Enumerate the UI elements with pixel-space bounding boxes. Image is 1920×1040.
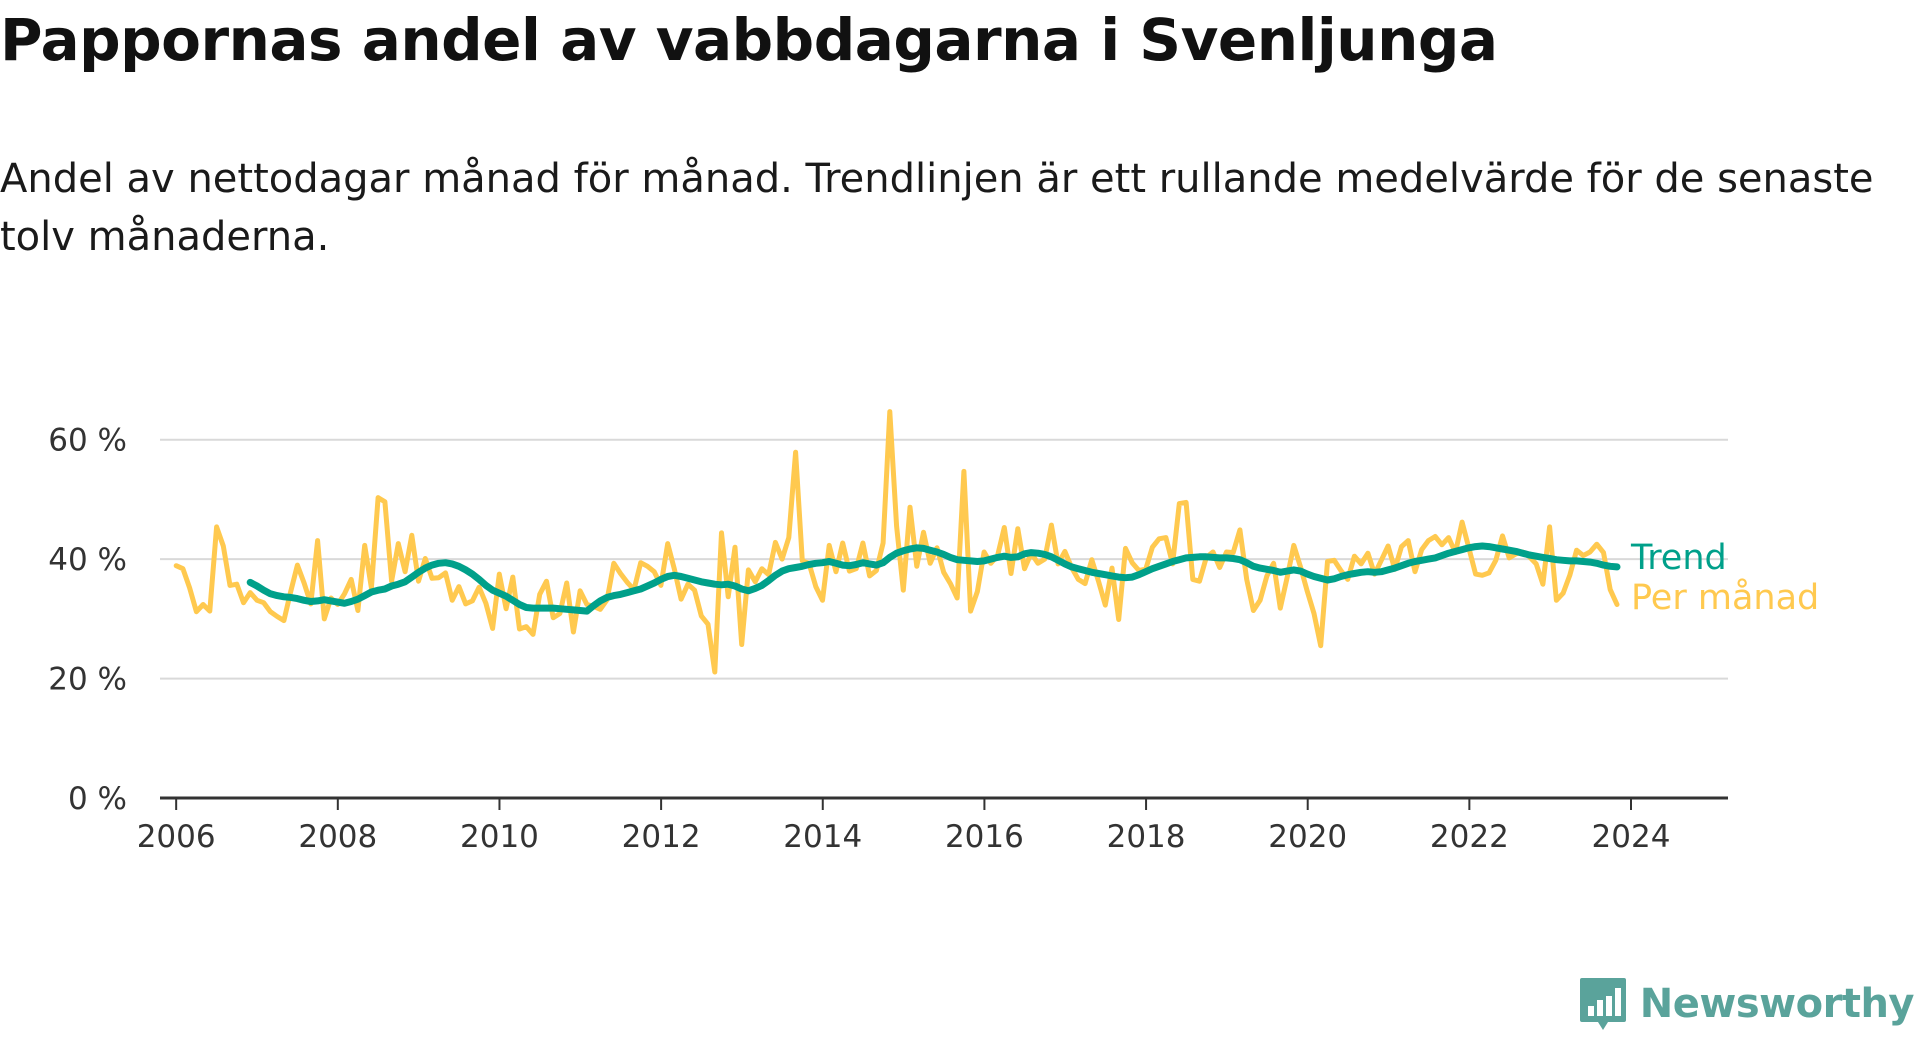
x-tick-label: 2014 [783, 819, 862, 855]
series-lines [173, 409, 1621, 675]
y-tick-label: 20 % [48, 662, 127, 698]
series-line-per-manad [173, 409, 1620, 675]
bar-chart-speech-bubble-icon [1579, 978, 1626, 1030]
x-tick-label: 2018 [1107, 819, 1186, 855]
gridlines [160, 438, 1728, 680]
series-line-trend [246, 542, 1621, 615]
legend-label-per-manad: Per månad [1631, 577, 1819, 618]
x-tick-label: 2010 [460, 819, 539, 855]
logo-text: Newsworthy [1639, 981, 1915, 1027]
x-tick-label: 2006 [137, 819, 216, 855]
x-tick-label: 2020 [1268, 819, 1347, 855]
y-tick-label: 60 % [48, 423, 127, 459]
legend: Trend Per månad [1630, 538, 1819, 618]
x-axis-ticks: 2006 2008 2010 2012 2014 2016 2018 2020 2022 2024 [137, 798, 1671, 855]
chart-subtitle: Andel av nettodagar månad för månad. Tre… [0, 156, 1874, 260]
newsworthy-logo: Newsworthy [1578, 976, 1915, 1032]
x-tick-label: 2022 [1430, 819, 1509, 855]
x-tick-label: 2008 [298, 819, 377, 855]
x-tick-label: 2016 [945, 819, 1024, 855]
legend-label-trend: Trend [1630, 538, 1727, 578]
y-tick-label: 0 % [68, 781, 127, 817]
chart-title: Pappornas andel av vabbdagarna i Svenlju… [0, 6, 1498, 74]
x-tick-label: 2012 [622, 819, 701, 855]
y-axis-labels: 0 % 20 % 40 % 60 % [48, 423, 127, 817]
x-tick-label: 2024 [1592, 819, 1671, 855]
y-tick-label: 40 % [48, 542, 127, 578]
